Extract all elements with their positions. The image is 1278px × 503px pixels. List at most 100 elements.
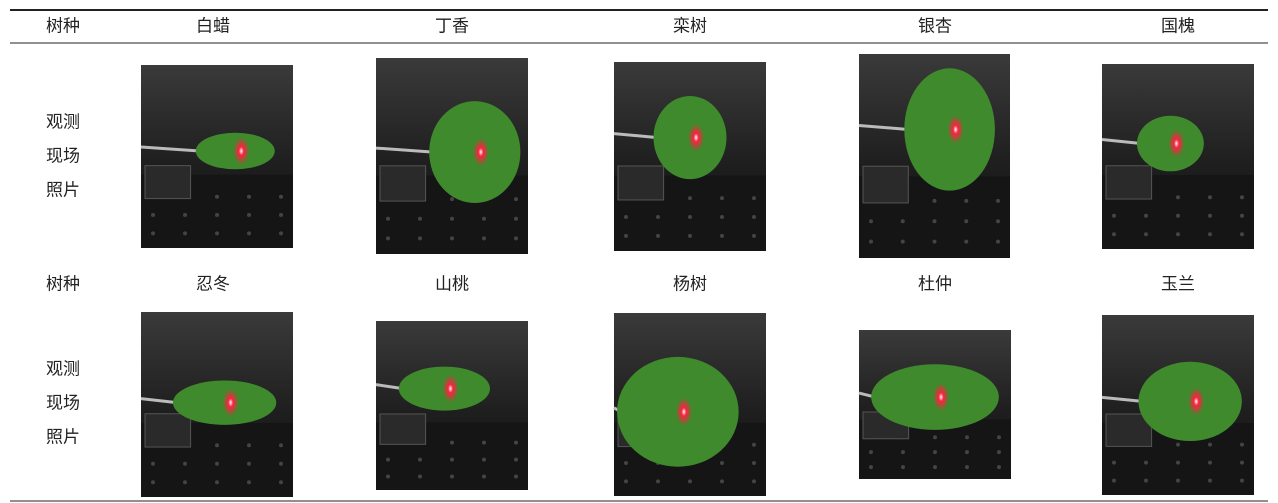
species-name: 杜仲 xyxy=(918,275,952,295)
photo-laser xyxy=(1168,129,1185,158)
photo-clamp xyxy=(375,383,404,391)
photo-hole xyxy=(932,198,937,203)
photo-hole xyxy=(932,219,937,224)
photo-hole xyxy=(997,450,1001,455)
photo-hole xyxy=(1208,460,1212,465)
photo-clamp xyxy=(613,132,658,140)
photo-hole xyxy=(183,480,187,485)
photo-hole xyxy=(656,479,660,484)
photo-hole xyxy=(151,480,155,485)
photo-clamp xyxy=(1101,395,1143,403)
photo-hole xyxy=(183,461,187,466)
photo-hole xyxy=(386,474,390,479)
photo-hole xyxy=(1144,213,1148,218)
photo-hole xyxy=(151,231,155,236)
photo-hole xyxy=(997,465,1001,470)
photo-laser xyxy=(933,383,950,412)
species-name: 杨树 xyxy=(673,275,707,295)
photo-hole xyxy=(279,480,283,485)
photo-hole xyxy=(1240,460,1244,465)
photo-hole xyxy=(752,233,756,238)
photo-hole xyxy=(1112,478,1116,483)
species-name: 白蜡 xyxy=(196,17,230,37)
photo-hole xyxy=(1112,213,1116,218)
photo-hole xyxy=(450,236,454,241)
photo-hole xyxy=(1208,213,1212,218)
photo-hole xyxy=(418,236,422,241)
photo-laser xyxy=(442,374,459,403)
photo xyxy=(613,313,766,496)
photo-hole xyxy=(1240,478,1244,483)
photo-hole xyxy=(869,465,873,470)
photo-laser xyxy=(688,123,705,152)
photo-hole xyxy=(215,231,219,236)
photo-hole xyxy=(279,213,283,218)
photo-hole xyxy=(482,474,486,479)
row-label: 现场 xyxy=(46,394,80,414)
photo-hole xyxy=(1240,442,1244,447)
photo-hole xyxy=(900,219,905,224)
photo-box xyxy=(144,413,192,448)
photo-hole xyxy=(247,231,251,236)
photo-box xyxy=(144,165,192,200)
photo-hole xyxy=(933,450,937,455)
photo-hole xyxy=(514,216,518,221)
photo-clamp xyxy=(858,123,909,131)
photo-hole xyxy=(964,219,969,224)
photo-hole xyxy=(624,461,628,466)
photo-hole xyxy=(386,216,390,221)
photo-hole xyxy=(279,461,283,466)
photo-hole xyxy=(869,219,873,224)
photo-hole xyxy=(900,239,905,244)
photo-hole xyxy=(450,216,454,221)
photo-hole xyxy=(1208,195,1212,200)
species-name: 玉兰 xyxy=(1161,275,1195,295)
photo-hole xyxy=(624,214,628,219)
photo-hole xyxy=(752,442,756,447)
photo-hole xyxy=(964,198,969,203)
photo-clamp xyxy=(140,145,200,153)
photo-hole xyxy=(965,465,969,470)
photo-hole xyxy=(1240,232,1244,237)
photo-hole xyxy=(901,450,905,455)
photo-hole xyxy=(482,440,486,445)
photo-hole xyxy=(720,214,724,219)
row-label: 照片 xyxy=(46,181,80,201)
photo-hole xyxy=(215,443,219,448)
photo-hole xyxy=(482,236,486,241)
photo-hole xyxy=(688,214,692,219)
photo-hole xyxy=(386,236,390,241)
row-label: 照片 xyxy=(46,428,80,448)
photo-hole xyxy=(1112,460,1116,465)
species-name: 国槐 xyxy=(1161,17,1195,37)
photo-hole xyxy=(450,440,454,445)
photo-hole xyxy=(247,443,251,448)
photo-hole xyxy=(418,474,422,479)
photo-hole xyxy=(688,233,692,238)
photo-hole xyxy=(869,239,873,244)
photo-hole xyxy=(418,457,422,462)
photo-hole xyxy=(279,231,283,236)
species-name: 山桃 xyxy=(435,275,469,295)
photo-hole xyxy=(1240,195,1244,200)
photo-hole xyxy=(1176,213,1180,218)
photo-hole xyxy=(996,219,1000,224)
photo-laser xyxy=(222,388,239,417)
photo-hole xyxy=(386,457,390,462)
photo xyxy=(375,58,528,254)
photo-hole xyxy=(752,461,756,466)
photo-hole xyxy=(1208,232,1212,237)
photo-laser xyxy=(1188,387,1205,416)
photo xyxy=(858,54,1010,258)
photo-hole xyxy=(996,198,1000,203)
photo-hole xyxy=(720,461,724,466)
photo-hole xyxy=(482,216,486,221)
photo xyxy=(375,321,528,490)
photo-clamp xyxy=(1101,138,1142,146)
photo-hole xyxy=(932,239,937,244)
species-name: 银杏 xyxy=(918,17,952,37)
species-name: 栾树 xyxy=(673,17,707,37)
photo-laser xyxy=(675,397,692,426)
photo-laser xyxy=(233,137,250,166)
